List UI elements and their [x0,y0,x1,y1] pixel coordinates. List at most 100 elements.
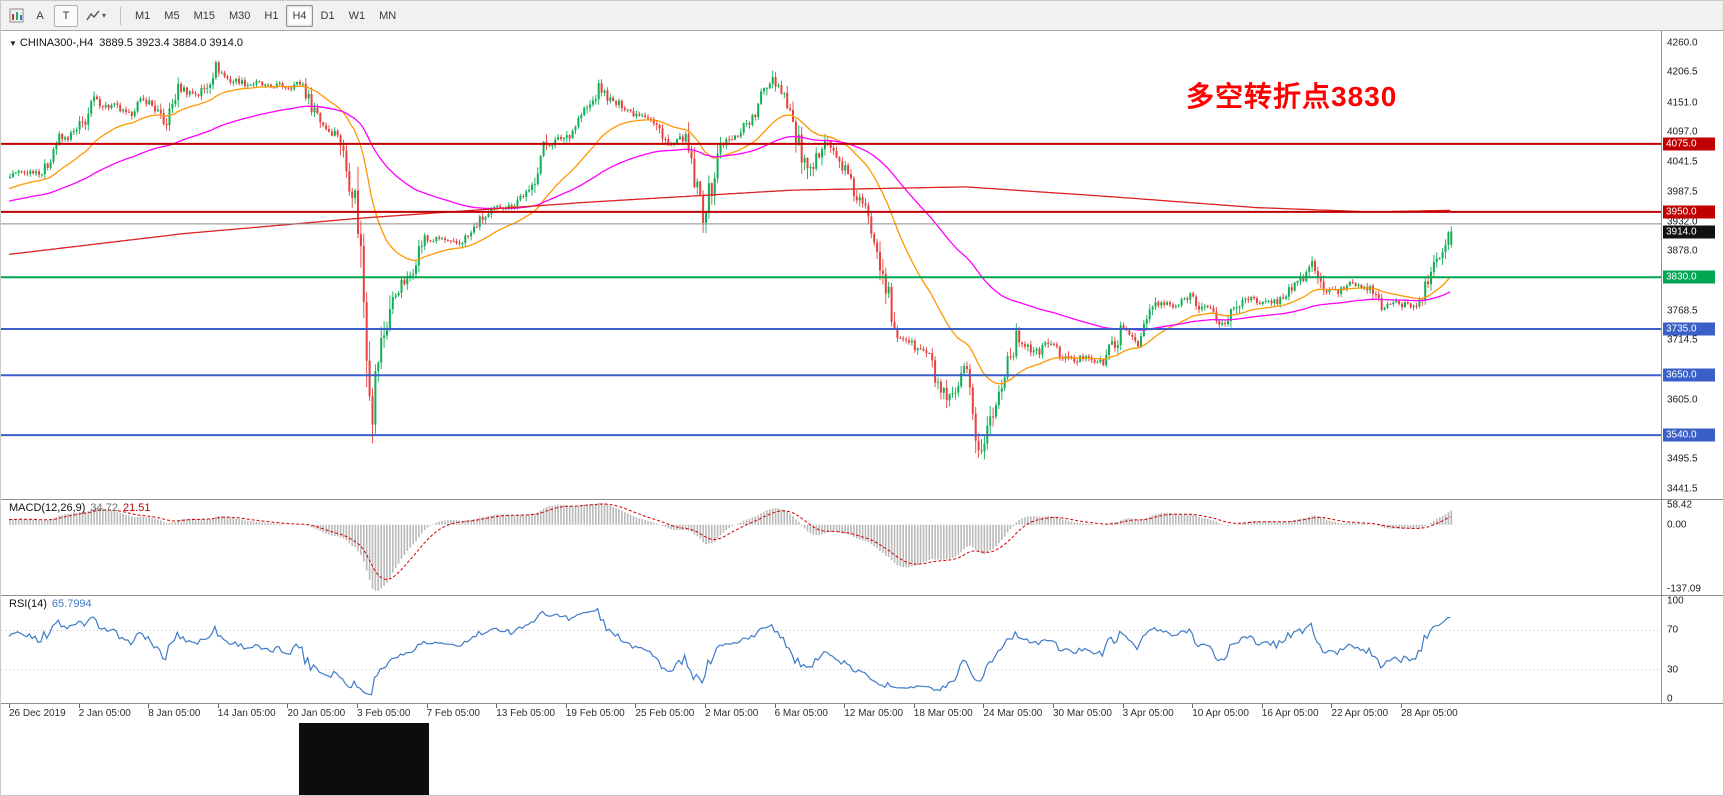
price-axis-tick: 3987.5 [1667,186,1698,197]
time-axis-label: 14 Jan 05:00 [217,708,276,719]
timeframe-button-d1[interactable]: D1 [315,5,341,27]
moving-average-line [8,186,1451,256]
time-axis-label: 8 Jan 05:00 [148,708,201,719]
rsi-value: 65.7994 [51,598,92,610]
chevron-down-icon: ▾ [102,11,107,20]
time-axis-label: 10 Apr 05:00 [1192,708,1249,719]
rsi-axis-tick: 30 [1667,664,1679,676]
time-axis-label: 20 Jan 05:00 [287,708,346,719]
timeframe-button-m30[interactable]: M30 [223,5,256,27]
time-axis-label: 3 Apr 05:00 [1122,708,1174,719]
timeframe-button-group: M1 M5 M15 M30 H1 H4 D1 W1 MN [128,4,403,27]
price-axis-tick: 3768.5 [1667,305,1698,317]
time-axis-tick [1401,704,1402,708]
panel-separator [1,703,1723,704]
time-axis-label: 30 Mar 05:00 [1053,708,1112,719]
time-axis-label: 25 Feb 05:00 [635,708,695,719]
dropdown-caret-icon: ▼ [9,39,17,48]
main-toolbar: A T ▾ M1 M5 M15 M30 H1 H4 D1 W1 MN [1,1,1723,31]
time-axis-label: 19 Feb 05:00 [565,708,625,719]
rsi-axis-tick: 70 [1667,624,1679,636]
time-axis-label: 3 Feb 05:00 [357,708,411,719]
time-axis-tick [983,704,985,708]
price-axis-tick: 3878.0 [1667,245,1698,257]
price-axis-tick: 4041.5 [1667,156,1698,168]
moving-average-line [8,105,1451,331]
time-axis-tick [496,704,498,708]
macd-axis-zero: 0.00 [1667,519,1687,531]
time-axis-tick [635,704,637,708]
time-axis-tick [565,704,567,708]
time-axis-tick [9,704,10,708]
price-axis-tick: 3495.5 [1667,453,1698,465]
time-axis-label: 7 Feb 05:00 [426,708,480,719]
time-axis-tick [287,704,289,708]
price-axis-tick: 4260.0 [1667,37,1698,49]
time-axis-tick [1331,704,1333,708]
price-axis-tick: 4151.0 [1667,97,1698,108]
price-axis-tick: 3932.0 [1667,216,1698,228]
macd-signal-line [8,503,1451,581]
price-axis-tick: 3714.5 [1667,334,1698,346]
time-axis-tick [426,704,428,708]
chart-area[interactable] [1,31,1661,703]
timeframe-button-m5[interactable]: M5 [158,5,185,27]
panel-separator[interactable] [1,595,1723,596]
macd-signal-value: 21.51 [122,502,151,514]
time-axis-tick [78,704,80,708]
timeframe-button-h4[interactable]: H4 [286,4,313,27]
timeframe-button-h1[interactable]: H1 [258,5,284,27]
chart-title: ▼ CHINA300-,H4 3889.5 3923.4 3884.0 3914.0 [9,37,243,49]
bottom-strip [1,723,1723,795]
time-axis-label: 2 Mar 05:00 [705,708,759,719]
hline-price-badge: 3650.0 [1663,368,1715,382]
hline-price-badge: 3540.0 [1663,428,1715,442]
time-axis-tick [148,704,150,708]
text-label-tool-button[interactable]: A [28,5,52,27]
chart-annotation-text[interactable]: 多空转折点3830 [1186,81,1398,112]
bottom-dark-region [299,723,429,795]
price-axis-tick: 4097.0 [1667,126,1698,138]
rsi-line [8,607,1451,696]
time-axis-label: 2 Jan 05:00 [78,708,131,719]
timeframe-button-m15[interactable]: M15 [188,5,221,27]
price-axis-tick: 3605.0 [1667,394,1698,406]
time-axis-tick [357,704,358,708]
time-axis[interactable] [1,704,1723,723]
text-box-tool-button[interactable]: T [54,4,78,27]
timeframe-button-m1[interactable]: M1 [129,5,156,27]
panel-separator[interactable] [1,499,1723,500]
time-axis-label: 22 Apr 05:00 [1331,708,1389,719]
time-axis-tick [913,704,915,708]
chart-window-icon[interactable] [5,5,27,27]
line-studies-dropdown-button[interactable]: ▾ [80,5,112,27]
hline-price-badge: 3830.0 [1663,270,1715,284]
time-axis-label: 28 Apr 05:00 [1401,708,1458,719]
rsi-axis-tick: 0 [1667,693,1673,705]
timeframe-button-mn[interactable]: MN [373,5,402,27]
time-axis-label: 26 Dec 2019 [9,708,66,719]
timeframe-button-w1[interactable]: W1 [343,5,372,27]
hline-price-badge: 4075.0 [1663,137,1715,151]
time-axis-tick [1261,704,1263,708]
time-axis-tick [774,704,776,708]
rsi-indicator-label: RSI(14) 65.7994 [9,598,92,610]
time-axis-tick [705,704,706,708]
time-axis-tick [217,704,219,708]
price-axis-tick: 4206.5 [1667,66,1698,78]
time-axis-tick [1192,704,1194,708]
time-axis-tick [1122,704,1124,708]
hline-price-badge: 3735.0 [1663,322,1715,336]
macd-axis-min: -137.09 [1667,583,1701,595]
time-axis-tick [844,704,846,708]
candlesticks [9,60,1453,460]
price-axis-separator [1661,31,1662,704]
moving-average-line [8,85,1451,385]
time-axis-label: 6 Mar 05:00 [774,708,828,719]
time-axis-label: 13 Feb 05:00 [496,708,556,719]
time-axis-label: 16 Apr 05:00 [1261,708,1319,719]
chart-canvas[interactable] [1,31,1661,703]
rsi-axis-tick: 100 [1667,595,1684,607]
toolbar-separator [120,6,122,25]
